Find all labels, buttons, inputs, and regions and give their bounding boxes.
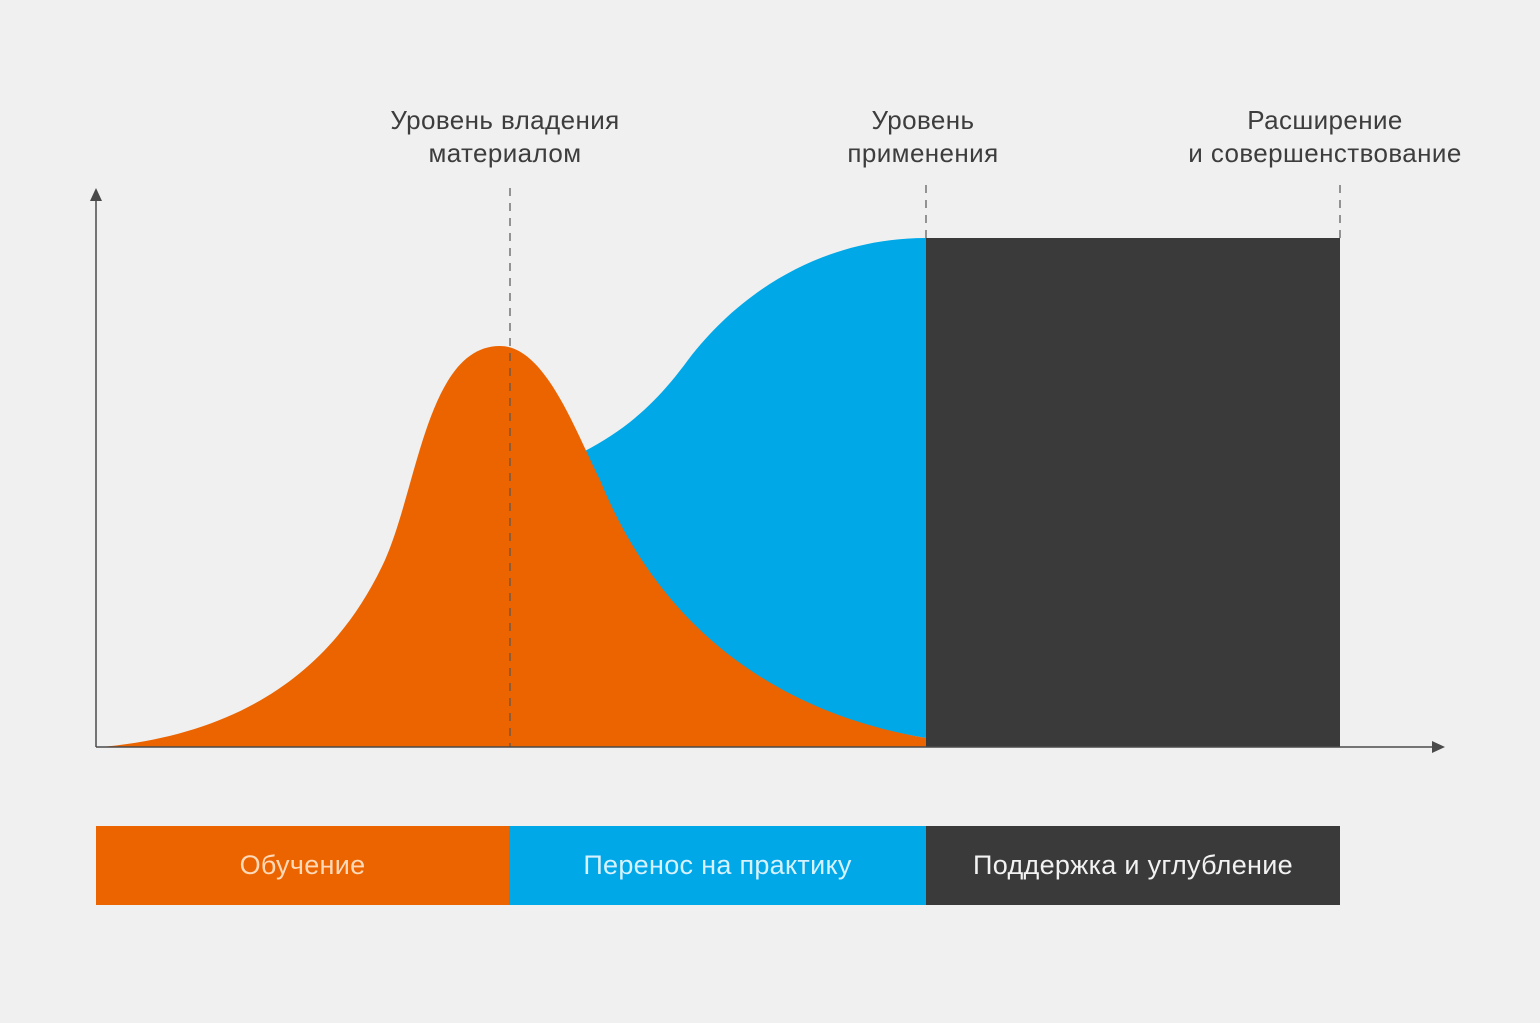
phase-transfer: Перенос на практику — [509, 826, 926, 905]
application-level-label: Уровень применения — [713, 104, 1133, 170]
y-axis-arrow-icon — [90, 188, 102, 201]
application-level-label-line1: Уровень — [871, 105, 975, 135]
mastery-level-label-line1: Уровень владения — [390, 105, 620, 135]
application-level-label-line2: применения — [847, 138, 999, 168]
mastery-level-label-line2: материалом — [428, 138, 582, 168]
phase-learning: Обучение — [96, 826, 509, 905]
mastery-level-label: Уровень владения материалом — [295, 104, 715, 170]
x-axis-arrow-icon — [1432, 741, 1445, 753]
extension-label: Расширение и совершенствование — [1115, 104, 1535, 170]
extension-label-line1: Расширение — [1247, 105, 1403, 135]
phase-support-label: Поддержка и углубление — [973, 850, 1293, 880]
phase-transfer-label: Перенос на практику — [583, 850, 852, 880]
support-area — [926, 238, 1340, 747]
phase-learning-label: Обучение — [239, 850, 366, 880]
phase-support: Поддержка и углубление — [926, 826, 1340, 905]
extension-label-line2: и совершенствование — [1188, 138, 1462, 168]
learning-area — [102, 346, 926, 747]
